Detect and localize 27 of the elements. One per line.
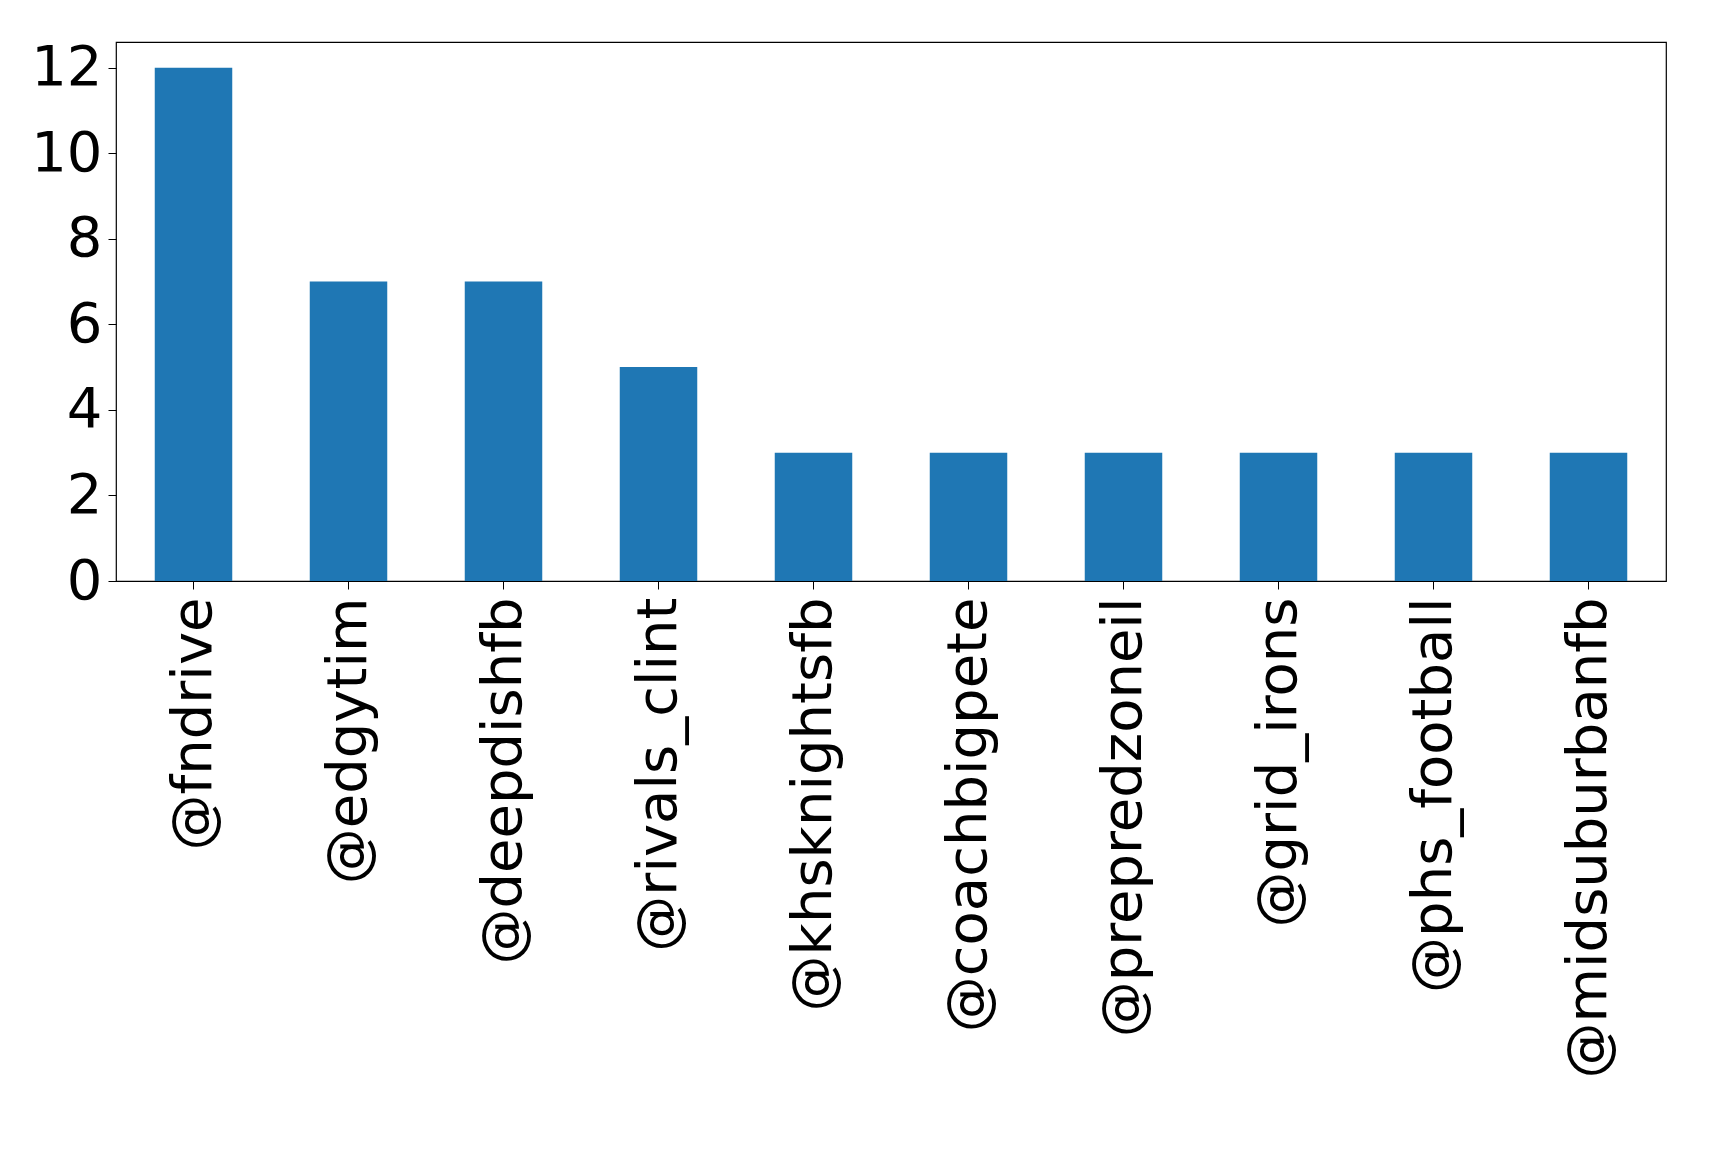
- x-tick-label: @edgytim: [313, 597, 379, 885]
- bar: [1394, 452, 1473, 581]
- y-tick-label: 2: [66, 460, 103, 526]
- y-tick-label: 4: [66, 375, 103, 441]
- y-tick-label: 10: [31, 118, 103, 184]
- x-tick-label: @deepdishfb: [468, 597, 534, 965]
- y-tick-label: 6: [66, 289, 103, 355]
- bar: [309, 281, 388, 581]
- y-tick-label: 12: [31, 33, 103, 99]
- y-tick-label: 8: [66, 204, 103, 270]
- x-tick-label: @rivals_clint: [623, 597, 689, 952]
- x-tick-label: @phs_football: [1398, 597, 1464, 993]
- bar: [1549, 452, 1628, 581]
- x-tick-label: @fndrive: [158, 597, 224, 851]
- x-tick-label: @khsknightsfb: [778, 597, 844, 1012]
- bar: [619, 367, 698, 581]
- x-tick-label: @grid_irons: [1243, 597, 1309, 928]
- bar: [464, 281, 543, 581]
- x-tick-label: @midsuburbanfb: [1553, 597, 1619, 1079]
- bar: [929, 452, 1008, 581]
- x-tick-label: @coachbigpete: [933, 597, 999, 1033]
- bar: [774, 452, 853, 581]
- x-tick-label: @prepredzoneil: [1088, 597, 1154, 1038]
- y-tick-label: 0: [66, 546, 103, 612]
- bar: [154, 67, 233, 581]
- bar: [1084, 452, 1163, 581]
- bar: [1239, 452, 1318, 581]
